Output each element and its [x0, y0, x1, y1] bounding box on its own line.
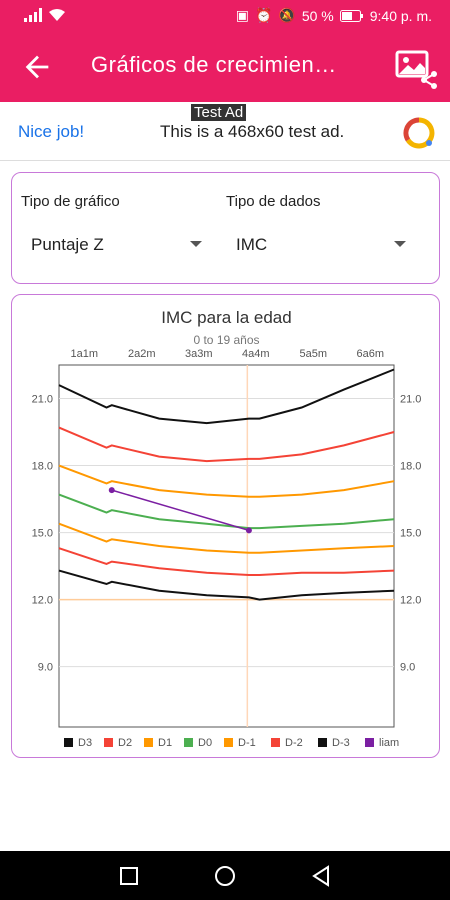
data-type-select[interactable]: IMC — [236, 235, 268, 254]
data-type-label: Tipo de dados — [226, 193, 321, 210]
signal-icon — [24, 8, 42, 22]
y-tick-label-right: 18.0 — [400, 461, 421, 473]
growth-chart[interactable]: 9.0 9.0 12.0 12.0 15.0 15.0 18.0 18.0 21.0 21.0 1a… — [12, 295, 441, 759]
y-tick-label-right: 15.0 — [400, 528, 421, 540]
x-tick-label: 2a2m — [128, 348, 156, 360]
legend-label: liam — [379, 737, 399, 749]
page-title: Gráficos de crecimien… — [91, 52, 337, 77]
series-line-d3 — [58, 368, 395, 425]
wifi-icon — [49, 9, 65, 21]
x-tick-label: 6a6m — [356, 348, 384, 360]
y-tick-label-right: 21.0 — [400, 394, 421, 406]
status-left — [24, 8, 66, 22]
recents-icon[interactable] — [119, 866, 139, 886]
series-line-liam — [111, 489, 250, 532]
chevron-down-icon[interactable] — [190, 241, 202, 247]
chart-card: IMC para la edad 0 to 19 años 9.0 9.0 12.0… — [11, 294, 440, 758]
legend-swatch — [365, 738, 374, 747]
mute-icon: 🔕 — [278, 7, 296, 23]
chevron-down-icon[interactable] — [394, 241, 406, 247]
y-tick-label-right: 12.0 — [400, 595, 421, 607]
x-tick-label: 3a3m — [185, 348, 213, 360]
legend-label: D2 — [118, 737, 132, 749]
chart-type-label: Tipo de gráfico — [21, 193, 120, 210]
ad-banner[interactable]: Test Ad Nice job! This is a 468x60 test … — [0, 102, 450, 161]
alarm-icon: ⏰ — [254, 7, 273, 23]
series-line-d0 — [58, 493, 395, 530]
app-bar: Gráficos de crecimien… — [0, 32, 450, 102]
data-point-liam — [108, 487, 115, 494]
navigation-bar — [0, 851, 450, 900]
legend-label: D-1 — [238, 737, 256, 749]
status-right: ▣ ⏰ 🔕 50 % 9:40 p. m. — [236, 7, 432, 24]
legend-swatch — [224, 738, 233, 747]
plot-frame — [58, 364, 395, 728]
y-tick-label-left: 21.0 — [32, 394, 53, 406]
series-line-d-1 — [58, 522, 395, 554]
home-icon[interactable] — [214, 865, 236, 887]
chart-title: IMC para la edad — [161, 308, 292, 327]
y-tick-label-left: 9.0 — [38, 662, 53, 674]
back-nav-icon[interactable] — [311, 865, 331, 887]
ad-logo-icon — [403, 117, 435, 149]
ad-headline[interactable]: Nice job! — [18, 122, 85, 141]
battery-percent: 50 % — [301, 7, 334, 24]
chart-type-select[interactable]: Puntaje Z — [31, 235, 104, 254]
series-line-d1 — [58, 464, 395, 498]
chart-subtitle: 0 to 19 años — [193, 333, 260, 347]
ad-label: Test Ad — [191, 104, 247, 121]
legend-label: D-2 — [285, 737, 303, 749]
y-tick-label-left: 12.0 — [32, 595, 53, 607]
legend-swatch — [184, 738, 193, 747]
legend-label: D0 — [198, 737, 212, 749]
legend-swatch — [318, 738, 327, 747]
series-line-d2 — [58, 426, 395, 463]
sim-icon: ▣ — [235, 7, 249, 23]
x-tick-label: 4a4m — [242, 348, 270, 360]
y-tick-label-left: 15.0 — [32, 528, 53, 540]
back-arrow-icon[interactable] — [20, 50, 54, 84]
battery-icon — [339, 9, 363, 22]
x-tick-label: 5a5m — [300, 348, 328, 360]
ad-text[interactable]: This is a 468x60 test ad. — [160, 122, 345, 141]
legend-label: D3 — [78, 737, 92, 749]
legend-swatch — [144, 738, 153, 747]
legend-swatch — [64, 738, 73, 747]
y-tick-label-right: 9.0 — [400, 662, 415, 674]
series-line-d-3 — [58, 569, 395, 601]
x-tick-label: 1a1m — [71, 348, 99, 360]
legend-swatch — [104, 738, 113, 747]
legend-swatch — [271, 738, 280, 747]
filter-card: Tipo de gráfico Puntaje Z Tipo de dados … — [11, 172, 440, 284]
share-image-icon[interactable] — [394, 46, 438, 90]
y-tick-label-left: 18.0 — [32, 461, 53, 473]
legend-label: D1 — [158, 737, 172, 749]
clock: 9:40 p. m. — [369, 7, 432, 24]
data-point-liam — [245, 527, 252, 534]
status-bar: ▣ ⏰ 🔕 50 % 9:40 p. m. — [0, 0, 450, 32]
legend-label: D-3 — [332, 737, 350, 749]
series-line-d-2 — [58, 547, 395, 576]
